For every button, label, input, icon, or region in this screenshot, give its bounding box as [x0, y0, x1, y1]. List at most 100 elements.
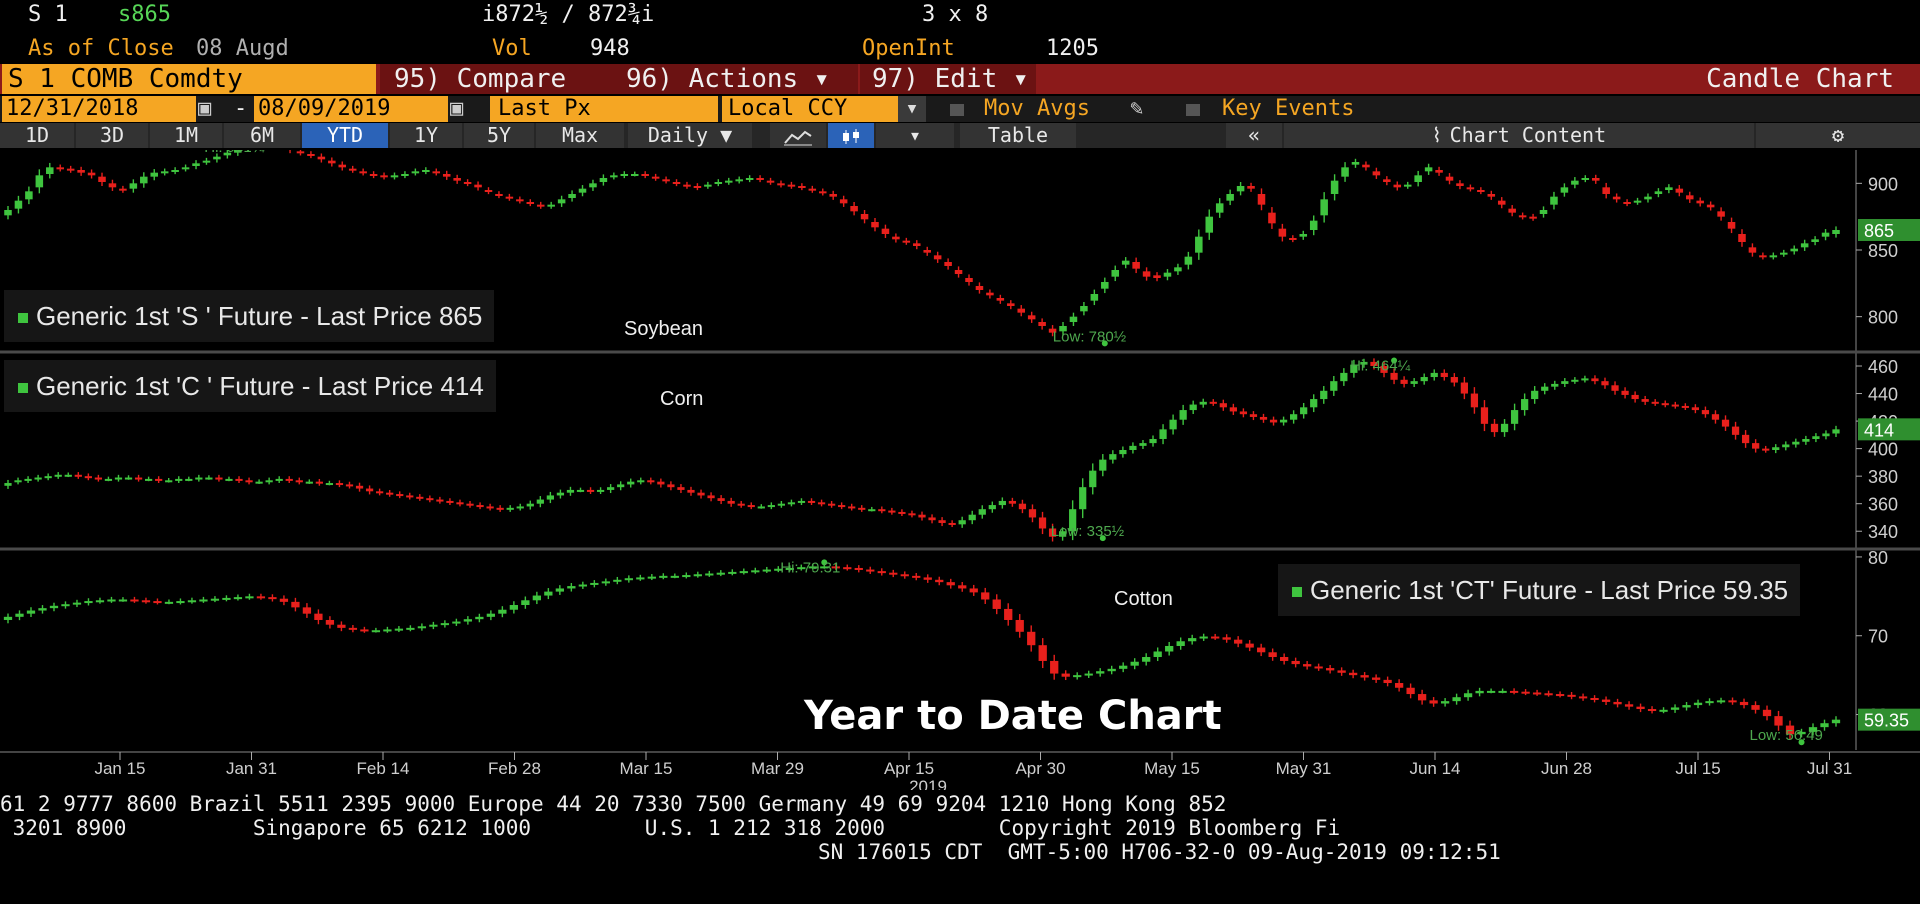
candle-body — [866, 569, 875, 572]
range-button-ytd[interactable]: YTD — [302, 123, 388, 148]
candle-body — [406, 627, 415, 630]
candle-body — [1682, 705, 1691, 708]
range-button-max[interactable]: Max — [536, 123, 624, 148]
candle-body — [1445, 176, 1454, 181]
candle-body — [1774, 716, 1783, 726]
candle-body — [185, 478, 193, 481]
edit-menu[interactable]: 97) Edit ▾ — [860, 64, 1036, 94]
collapse-button[interactable]: « — [1226, 123, 1282, 148]
candle-body — [296, 151, 305, 154]
candle-body — [1623, 202, 1631, 204]
candle-body — [187, 600, 197, 603]
chart-content-button[interactable]: ⌇ Chart Content — [1284, 123, 1754, 148]
key-events-label[interactable]: Key Events — [1222, 96, 1355, 121]
candle-body — [1119, 450, 1127, 455]
compare-button[interactable]: 95) Compare — [380, 64, 614, 94]
candle-body — [486, 613, 496, 617]
chevron-down-icon[interactable]: ▾ — [898, 96, 926, 122]
candle-body — [235, 478, 243, 481]
candle-body — [785, 567, 794, 570]
candle-body — [25, 191, 33, 200]
high-marker — [1391, 357, 1398, 364]
candle-body — [1330, 180, 1339, 194]
candle-body — [141, 600, 151, 603]
candle-body — [396, 494, 404, 497]
mov-avgs-label[interactable]: Mov Avgs — [984, 96, 1090, 121]
gear-icon[interactable]: ⚙ — [1756, 123, 1920, 148]
start-date-field[interactable]: 12/31/2018 — [2, 96, 196, 122]
actions-menu[interactable]: 96) Actions ▾ — [614, 64, 858, 94]
candle-body — [436, 499, 444, 502]
range-button-3d[interactable]: 3D — [76, 123, 148, 148]
range-button-1m[interactable]: 1M — [150, 123, 222, 148]
candle-body — [1119, 665, 1128, 669]
x-tick-label: Feb 28 — [488, 759, 541, 778]
currency-select[interactable]: Local CCY — [722, 96, 900, 122]
candle-body — [900, 574, 909, 577]
range-button-5y[interactable]: 5Y — [464, 123, 534, 148]
candle-body — [305, 481, 313, 484]
candle-body — [923, 250, 931, 253]
calendar-icon[interactable]: ▣ — [198, 96, 212, 121]
candle-body — [762, 569, 771, 572]
pencil-icon[interactable]: ✎ — [1130, 96, 1144, 121]
candle-body — [94, 477, 103, 480]
line-chart-icon[interactable] — [770, 123, 826, 148]
candle-body — [1821, 232, 1830, 237]
candle-body — [1581, 378, 1589, 381]
candle-body — [819, 191, 827, 194]
candle-body — [607, 487, 615, 490]
candle-body — [1567, 694, 1576, 697]
candle-body — [1696, 200, 1704, 204]
candle-body — [913, 243, 921, 246]
candle-body — [199, 599, 208, 602]
candle-body — [1234, 639, 1243, 644]
candle-body — [516, 199, 524, 202]
price-field-select[interactable]: Last Px — [490, 96, 718, 122]
candle-body — [555, 588, 564, 592]
table-button[interactable]: Table — [960, 123, 1076, 148]
candle-body — [1521, 691, 1530, 694]
candle-body — [1721, 419, 1730, 427]
candle-body — [737, 503, 745, 506]
candle-chart-icon[interactable] — [828, 123, 874, 148]
candle-body — [255, 481, 263, 484]
range-button-1d[interactable]: 1D — [0, 123, 74, 148]
range-button-6m[interactable]: 6M — [224, 123, 300, 148]
candle-body — [134, 477, 143, 480]
candle-body — [544, 591, 553, 596]
candle-body — [1665, 187, 1673, 190]
candle-body — [285, 478, 293, 481]
range-button-1y[interactable]: 1Y — [390, 123, 462, 148]
candle-body — [1027, 315, 1036, 320]
end-date-field[interactable]: 08/09/2019 — [254, 96, 448, 122]
security-field[interactable]: S 1 COMB Comdty — [2, 64, 376, 94]
candle-body — [968, 514, 976, 521]
mov-avgs-checkbox[interactable] — [950, 104, 964, 116]
candle-body — [1612, 196, 1621, 200]
candle-body — [526, 503, 534, 507]
candle-body — [265, 480, 273, 483]
candle-body — [498, 609, 507, 614]
candle-body — [369, 174, 378, 176]
calendar-icon[interactable]: ▣ — [450, 96, 464, 121]
candle-body — [1675, 188, 1684, 193]
candle-body — [463, 619, 473, 622]
candle-body — [1090, 294, 1099, 301]
candle-body — [432, 171, 441, 174]
candle-body — [1084, 673, 1093, 676]
candle-body — [401, 174, 409, 176]
key-events-checkbox[interactable] — [1186, 104, 1200, 116]
candle-body — [889, 572, 898, 575]
candle-body — [1268, 212, 1276, 224]
candle-body — [1406, 687, 1415, 695]
frequency-select[interactable]: Daily ▼ — [628, 123, 752, 148]
candle-body — [453, 178, 461, 181]
candle-body — [1383, 179, 1391, 182]
candle-body — [777, 183, 785, 186]
chevron-down-icon[interactable]: ▾ — [876, 123, 954, 148]
candle-body — [1132, 262, 1140, 269]
ticker-short: S 1 — [28, 2, 68, 27]
candle-body — [532, 595, 541, 601]
candle-body — [766, 180, 775, 183]
